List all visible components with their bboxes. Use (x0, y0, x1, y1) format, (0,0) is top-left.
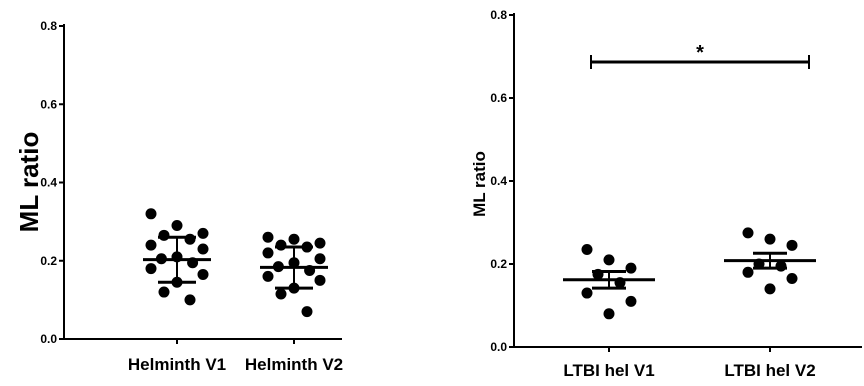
data-point (197, 268, 209, 280)
data-point (314, 237, 326, 249)
x-category-label: LTBI hel V2 (724, 361, 815, 380)
data-point (764, 283, 776, 295)
y-tick-label: 0.8 (40, 19, 57, 33)
data-point (197, 243, 209, 255)
y-tick-label: 0.4 (40, 176, 57, 190)
y-axis-label: ML ratio (14, 132, 44, 233)
data-point (184, 294, 196, 306)
data-point (158, 229, 170, 241)
data-point (603, 254, 615, 266)
data-point (581, 287, 593, 299)
data-point (184, 233, 196, 245)
data-point (145, 208, 157, 220)
data-point (314, 253, 326, 265)
y-tick-label: 0.6 (490, 91, 507, 105)
data-point (742, 266, 754, 278)
y-tick-label: 0.8 (490, 8, 507, 22)
x-category-label: Helminth V1 (128, 355, 226, 374)
data-point (145, 239, 157, 251)
y-tick-label: 0.6 (40, 97, 57, 111)
data-point (603, 308, 615, 320)
x-category-label: LTBI hel V1 (563, 361, 654, 380)
data-point (262, 270, 274, 282)
data-point (301, 306, 313, 318)
y-tick-label: 0.2 (490, 257, 507, 271)
data-point (625, 262, 637, 274)
data-point (171, 220, 183, 232)
y-tick-label: 0.2 (40, 254, 57, 268)
data-point (786, 239, 798, 251)
y-axis-label: ML ratio (470, 151, 489, 217)
significance-star: * (696, 42, 704, 64)
data-point (145, 263, 157, 275)
data-point (764, 233, 776, 245)
data-point (197, 227, 209, 239)
data-point (275, 239, 287, 251)
data-point (742, 227, 754, 239)
data-point (314, 274, 326, 286)
data-point (775, 260, 787, 272)
data-point (262, 247, 274, 259)
data-point (288, 233, 300, 245)
y-tick-label: 0.0 (40, 332, 57, 346)
data-point (275, 288, 287, 300)
y-tick-label: 0.0 (490, 340, 507, 354)
data-point (158, 286, 170, 298)
data-point (581, 243, 593, 255)
y-tick-label: 0.4 (490, 174, 507, 188)
x-category-label: Helminth V2 (245, 355, 343, 374)
data-point (625, 295, 637, 307)
data-point (786, 273, 798, 285)
data-point (262, 231, 274, 243)
